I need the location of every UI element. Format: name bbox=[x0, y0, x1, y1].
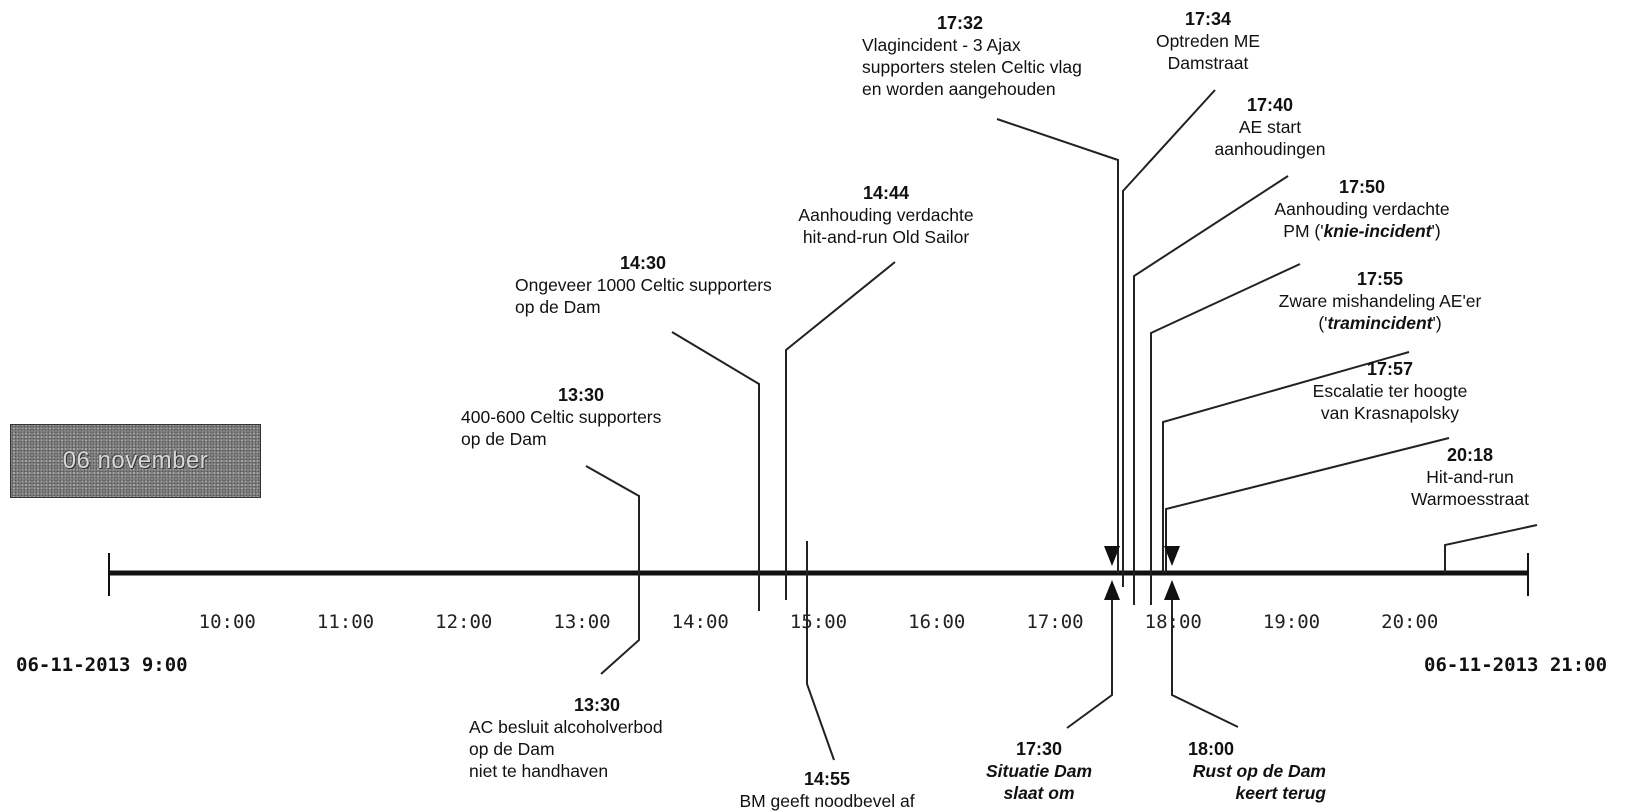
date-badge: 06 november bbox=[10, 424, 261, 498]
axis-tick-label: 10:00 bbox=[199, 611, 256, 633]
event-text: Hit-and-run Warmoesstraat bbox=[1411, 467, 1529, 509]
event-text: AC besluit alcoholverbod op de Dam niet … bbox=[469, 717, 663, 781]
event-time: 20:18 bbox=[1446, 445, 1494, 465]
leader-line bbox=[1165, 437, 1450, 573]
event-time: 14:44 bbox=[862, 183, 910, 203]
leader-line bbox=[1162, 351, 1410, 573]
axis-tick-label: 19:00 bbox=[1263, 611, 1320, 633]
leader-line bbox=[1122, 89, 1216, 587]
event-time: 13:30 bbox=[557, 385, 605, 405]
event-time: 17:30 bbox=[1015, 739, 1063, 759]
axis-tick-label: 11:00 bbox=[317, 611, 374, 633]
event-text-part: ') bbox=[1431, 221, 1441, 241]
event-1730-situation-turns: 17:30 Situatie Dam slaat om bbox=[889, 738, 1189, 804]
event-text: Situatie Dam slaat om bbox=[986, 761, 1092, 803]
leader-line bbox=[600, 573, 640, 675]
event-time: 17:40 bbox=[1246, 95, 1294, 115]
leader-line bbox=[785, 261, 896, 600]
event-text: Vlagincident - 3 Ajax supporters stelen … bbox=[862, 35, 1082, 99]
axis-tick-label: 20:00 bbox=[1381, 611, 1438, 633]
leader-line bbox=[1150, 263, 1301, 605]
leader-lines bbox=[585, 89, 1538, 761]
event-time: 14:55 bbox=[803, 769, 851, 789]
leader-line bbox=[806, 541, 835, 761]
event-text: Aanhouding verdachte PM ('knie-incident'… bbox=[1212, 198, 1512, 242]
leader-line bbox=[1133, 175, 1289, 605]
marker-line-1730 bbox=[1066, 590, 1113, 729]
leader-line bbox=[1444, 524, 1538, 573]
axis-tick-label: 17:00 bbox=[1026, 611, 1083, 633]
axis-tick-label: 14:00 bbox=[672, 611, 729, 633]
event-1330-alcohol-ban: 13:30 AC besluit alcoholverbod op de Dam… bbox=[447, 694, 747, 782]
axis-tick-label: 16:00 bbox=[908, 611, 965, 633]
event-text-emphasis: knie-incident bbox=[1323, 221, 1432, 241]
arrow-up-icon bbox=[1164, 580, 1180, 600]
axis-tick-label: 15:00 bbox=[790, 611, 847, 633]
event-text: 400-600 Celtic supporters op de Dam bbox=[461, 407, 662, 449]
event-time: 17:32 bbox=[936, 13, 984, 33]
event-text: Aanhouding verdachte hit-and-run Old Sai… bbox=[798, 205, 974, 247]
event-text-part: Zware mishandeling AE'er (' bbox=[1278, 291, 1482, 333]
event-text: Rust op de Dam keert terug bbox=[1192, 761, 1326, 803]
date-badge-label: 06 november bbox=[62, 447, 209, 474]
event-time: 17:55 bbox=[1356, 269, 1404, 289]
event-text: Optreden ME Damstraat bbox=[1155, 31, 1261, 73]
event-1734-me-action: 17:34 Optreden ME Damstraat bbox=[1058, 8, 1358, 74]
event-time: 17:34 bbox=[1184, 9, 1232, 29]
event-text: BM geeft noodbevel af bbox=[739, 791, 915, 811]
axis-tick-label: 18:00 bbox=[1145, 611, 1202, 633]
event-1330-supporters: 13:30 400-600 Celtic supporters op de Da… bbox=[431, 384, 731, 450]
event-text: Ongeveer 1000 Celtic supporters op de Da… bbox=[515, 275, 772, 317]
phase-markers bbox=[1066, 546, 1239, 729]
axis-start-label: 06-11-2013 9:00 bbox=[16, 654, 188, 676]
axis-tick-label: 13:00 bbox=[553, 611, 610, 633]
event-1740-ae-arrests: 17:40 AE start aanhoudingen bbox=[1120, 94, 1420, 160]
event-1755-tram-incident: 17:55 Zware mishandeling AE'er ('traminc… bbox=[1230, 268, 1530, 334]
arrow-down-icon bbox=[1164, 546, 1180, 566]
time-axis: 10:00 11:00 12:00 13:00 14:00 15:00 16:00 17:00… bbox=[108, 553, 1529, 633]
event-time: 18:00 bbox=[1187, 739, 1235, 759]
event-time: 13:30 bbox=[573, 695, 621, 715]
arrow-up-icon bbox=[1104, 580, 1120, 600]
event-1732-flag-incident: 17:32 Vlagincident - 3 Ajax supporters s… bbox=[810, 12, 1110, 100]
event-time: 14:30 bbox=[619, 253, 667, 273]
arrow-down-icon bbox=[1104, 546, 1120, 566]
leader-line bbox=[671, 331, 760, 611]
marker-line-1800 bbox=[1171, 590, 1239, 728]
event-time: 17:57 bbox=[1366, 359, 1414, 379]
event-1750-knee-incident: 17:50 Aanhouding verdachte PM ('knie-inc… bbox=[1212, 176, 1512, 242]
event-1430-supporters: 14:30 Ongeveer 1000 Celtic supporters op… bbox=[493, 252, 793, 318]
event-text: Zware mishandeling AE'er ('tramincident'… bbox=[1230, 290, 1530, 334]
event-2018-hit-and-run: 20:18 Hit-and-run Warmoesstraat bbox=[1320, 444, 1620, 510]
event-text: AE start aanhoudingen bbox=[1214, 117, 1326, 159]
event-1757-escalation: 17:57 Escalatie ter hoogte van Krasnapol… bbox=[1240, 358, 1540, 424]
event-text-part: ') bbox=[1432, 313, 1442, 333]
axis-tick-label: 12:00 bbox=[435, 611, 492, 633]
event-text-emphasis: tramincident bbox=[1327, 313, 1433, 333]
axis-end-label: 06-11-2013 21:00 bbox=[1424, 654, 1608, 676]
event-1455-emergency-order: 14:55 BM geeft noodbevel af bbox=[677, 768, 977, 812]
leader-line bbox=[585, 465, 640, 573]
event-time: 17:50 bbox=[1338, 177, 1386, 197]
leader-line bbox=[996, 118, 1119, 573]
event-text-part: Aanhouding verdachte PM (' bbox=[1274, 199, 1450, 241]
event-1444-arrest: 14:44 Aanhouding verdachte hit-and-run O… bbox=[736, 182, 1036, 248]
event-text: Escalatie ter hoogte van Krasnapolsky bbox=[1312, 381, 1468, 423]
event-1800-calm-returns: 18:00 Rust op de Dam keert terug bbox=[1061, 738, 1361, 804]
